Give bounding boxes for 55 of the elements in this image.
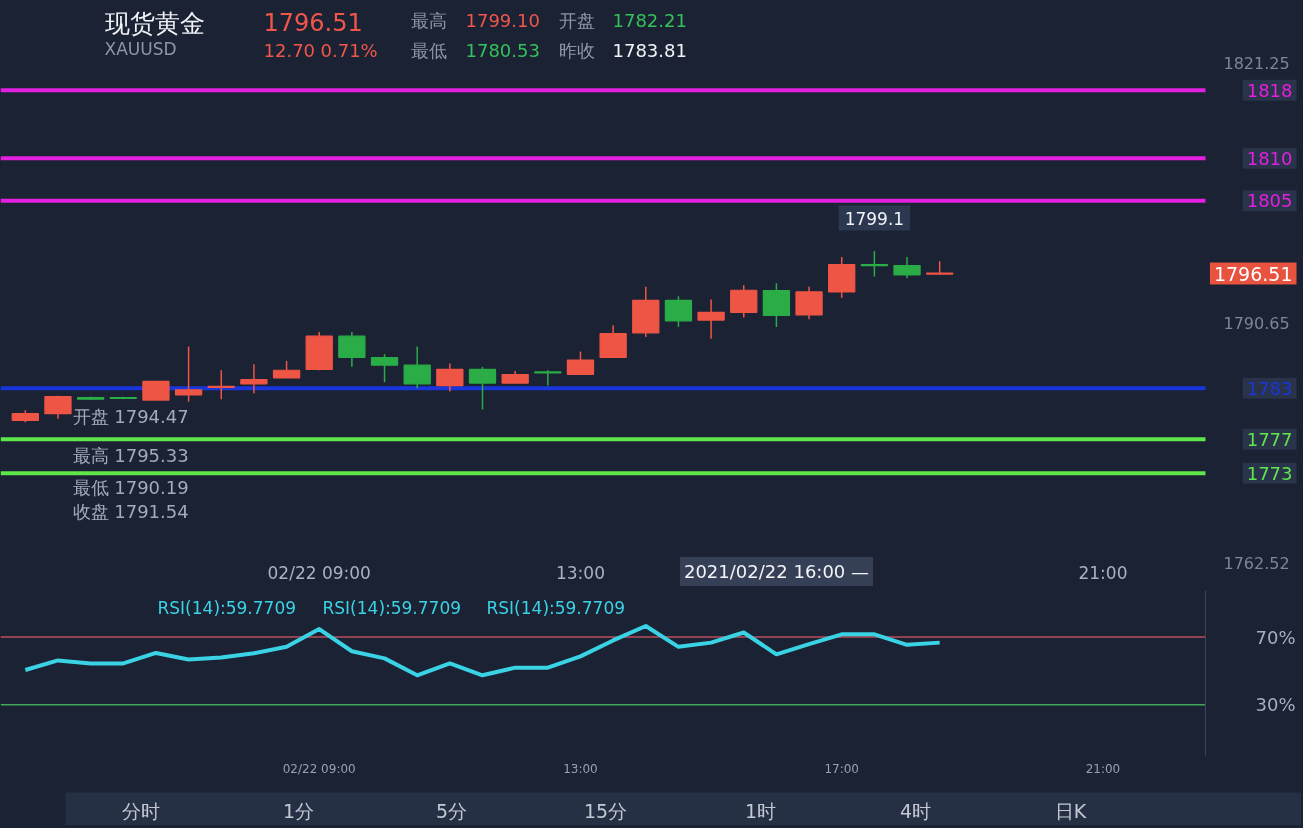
- annotation: RSI(14):59.7709: [322, 597, 462, 618]
- text: 1783.81: [612, 40, 687, 61]
- candlestick: [697, 298, 725, 340]
- text: 1780.53: [465, 40, 540, 61]
- text: 0.71%: [320, 40, 378, 61]
- text: 最低: [410, 40, 447, 61]
- y-tick-label: 1790.65: [1223, 314, 1290, 334]
- annotation: 收盘 1791.54: [72, 501, 189, 522]
- x-tick-label: 02/22 09:00: [282, 761, 356, 776]
- y-tick-label: 1762.52: [1223, 553, 1290, 573]
- text: 昨收: [558, 40, 595, 61]
- ref-line-label: 1777: [1246, 428, 1293, 450]
- text: 开盘: [558, 10, 595, 31]
- text: 5分: [435, 799, 468, 822]
- text: 日K: [1054, 799, 1087, 822]
- y-tick-label: 30%: [1255, 694, 1296, 716]
- y-tick-label: 70%: [1255, 626, 1296, 648]
- candlestick: [240, 363, 268, 394]
- text: 1796.51: [263, 8, 363, 37]
- text: 1时: [744, 799, 777, 822]
- annotation: RSI(14):59.7709: [486, 597, 626, 618]
- ref-line-label: 1810: [1246, 147, 1293, 169]
- ref-line-label: 1818: [1246, 79, 1293, 101]
- y-tick-label: 1821.25: [1223, 53, 1290, 73]
- text: 12.70: [263, 40, 316, 61]
- candlestick: [860, 250, 889, 278]
- candlestick: [174, 345, 203, 403]
- x-tick-label: 17:00: [824, 761, 860, 776]
- ref-line-label: 1805: [1246, 190, 1293, 212]
- ref-line-label: 1773: [1246, 462, 1293, 484]
- chart-title: 现货黄金: [104, 9, 205, 38]
- annotation: 最低 1790.19: [72, 477, 189, 498]
- annotation: 开盘 1794.47: [72, 406, 189, 427]
- series-label: RSI(14):59.7709: [157, 597, 297, 618]
- text: 1799.10: [465, 10, 540, 31]
- text: 1分: [282, 799, 315, 822]
- candlestick: [534, 369, 562, 387]
- x-tick-label: 13:00: [555, 562, 605, 583]
- text: 15分: [583, 799, 628, 822]
- text: 分时: [121, 799, 160, 822]
- text: 1782.21: [612, 10, 687, 31]
- ref-line-label: 1783: [1246, 377, 1293, 399]
- chart-subtitle: XAUUSD: [104, 38, 177, 59]
- x-tick-label: 21:00: [1085, 761, 1121, 776]
- annotation: 1799.1: [844, 208, 905, 229]
- text: 4时: [899, 799, 932, 822]
- x-tick-label: 02/22 09:00: [267, 562, 371, 583]
- line-series: [23, 624, 942, 678]
- annotation: 最高 1795.33: [72, 445, 189, 466]
- x-tick-label: 21:00: [1078, 562, 1128, 583]
- x-tick-label: 13:00: [563, 761, 598, 776]
- candlestick: [207, 369, 235, 400]
- annotation: 2021/02/22 16:00 —: [683, 561, 870, 582]
- text: 最高: [410, 10, 447, 31]
- text: 1796.51: [1213, 262, 1293, 285]
